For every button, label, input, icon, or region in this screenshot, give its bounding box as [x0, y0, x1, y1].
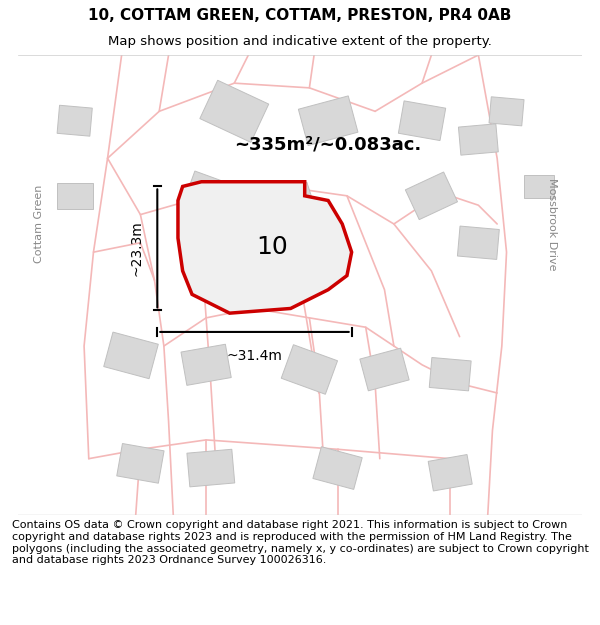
Polygon shape [458, 124, 498, 155]
Polygon shape [187, 449, 235, 487]
Text: Cottam Green: Cottam Green [34, 185, 44, 263]
Polygon shape [57, 105, 92, 136]
Polygon shape [181, 344, 231, 386]
Polygon shape [264, 182, 317, 228]
Text: 10: 10 [256, 236, 288, 259]
Polygon shape [429, 357, 471, 391]
Text: ~335m²/~0.083ac.: ~335m²/~0.083ac. [234, 135, 422, 153]
Polygon shape [398, 101, 446, 141]
Polygon shape [104, 332, 158, 379]
Polygon shape [428, 454, 472, 491]
Polygon shape [524, 175, 554, 198]
Polygon shape [200, 80, 269, 142]
Polygon shape [457, 226, 499, 259]
Polygon shape [178, 182, 352, 313]
Text: Map shows position and indicative extent of the property.: Map shows position and indicative extent… [108, 35, 492, 48]
Polygon shape [406, 172, 458, 219]
Polygon shape [117, 444, 164, 483]
Text: 10, COTTAM GREEN, COTTAM, PRESTON, PR4 0AB: 10, COTTAM GREEN, COTTAM, PRESTON, PR4 0… [88, 8, 512, 23]
Text: ~23.3m: ~23.3m [129, 221, 143, 276]
Polygon shape [489, 97, 524, 126]
Text: Mossbrook Drive: Mossbrook Drive [547, 177, 557, 270]
Polygon shape [182, 171, 239, 221]
Polygon shape [298, 96, 358, 146]
Polygon shape [313, 447, 362, 489]
Polygon shape [281, 345, 338, 394]
Polygon shape [57, 182, 92, 209]
Polygon shape [360, 348, 409, 391]
Text: ~31.4m: ~31.4m [227, 349, 283, 363]
Text: Contains OS data © Crown copyright and database right 2021. This information is : Contains OS data © Crown copyright and d… [12, 521, 589, 565]
